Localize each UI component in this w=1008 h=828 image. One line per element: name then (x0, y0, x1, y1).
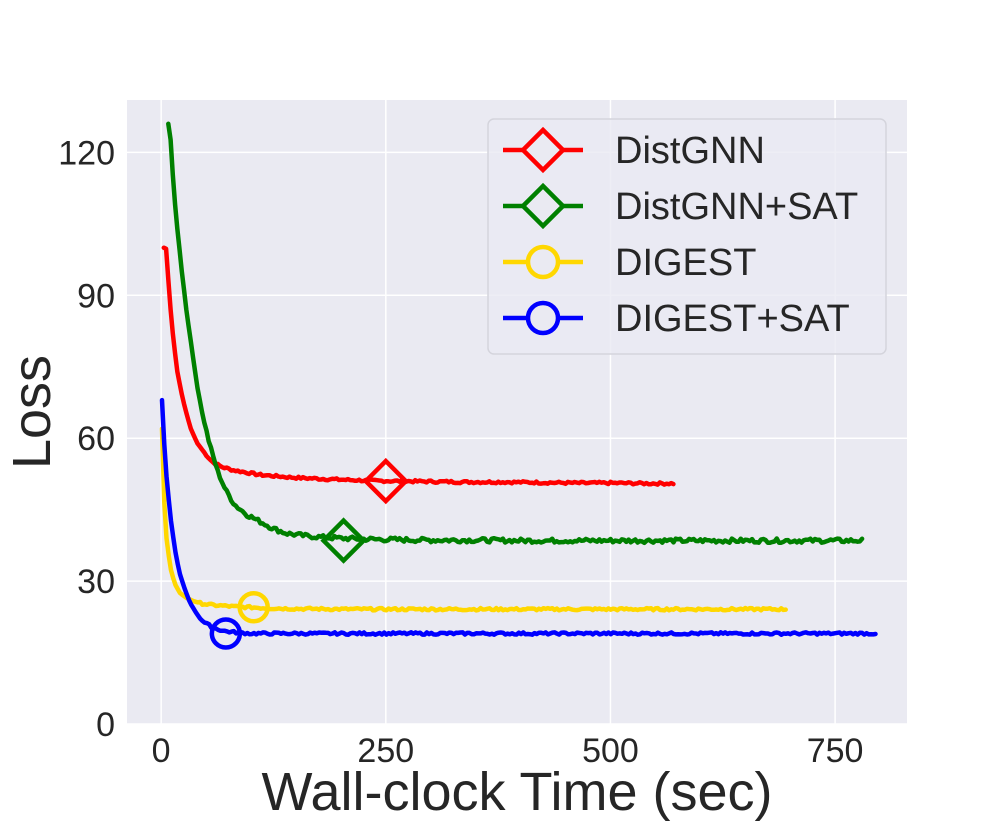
legend-marker-circle (525, 300, 561, 336)
x-tick-label: 500 (582, 732, 639, 770)
legend-marker-diamond (519, 182, 567, 230)
series-marker-circle (209, 617, 243, 650)
x-tick-label: 250 (357, 732, 414, 770)
legend: DistGNN DistGNN+SAT DIGEST DIGEST+SAT (487, 118, 887, 355)
y-tick-label: 30 (77, 563, 115, 601)
legend-label: DIGEST (615, 242, 756, 284)
x-axis-title: Wall-clock Time (sec) (261, 762, 772, 822)
y-tick-label: 60 (77, 420, 115, 458)
legend-marker-diamond (519, 126, 567, 174)
y-axis-title: Loss (2, 355, 62, 469)
legend-label: DistGNN (615, 130, 765, 172)
y-tick-label: 120 (58, 134, 115, 172)
series-line-distgnn-plus-sat (166, 121, 865, 546)
legend-label: DIGEST+SAT (615, 298, 850, 340)
y-tick-label: 0 (96, 706, 115, 744)
series-line-digest-plus-sat (159, 397, 878, 637)
series-markers (209, 457, 409, 650)
series-marker-diamond (320, 517, 367, 564)
tick-labels: 0 250 500 750 0 30 60 90 120 (58, 134, 863, 770)
legend-box (487, 118, 887, 355)
legend-label: DistGNN+SAT (615, 186, 858, 228)
series-line-distgnn (161, 245, 676, 487)
x-tick-label: 0 (152, 732, 171, 770)
series-marker-diamond (362, 457, 409, 505)
x-tick-label: 750 (807, 732, 864, 770)
series-marker-circle (237, 591, 270, 624)
y-tick-label: 90 (77, 277, 115, 315)
series-lines (159, 121, 878, 637)
legend-marker-circle (525, 244, 561, 280)
